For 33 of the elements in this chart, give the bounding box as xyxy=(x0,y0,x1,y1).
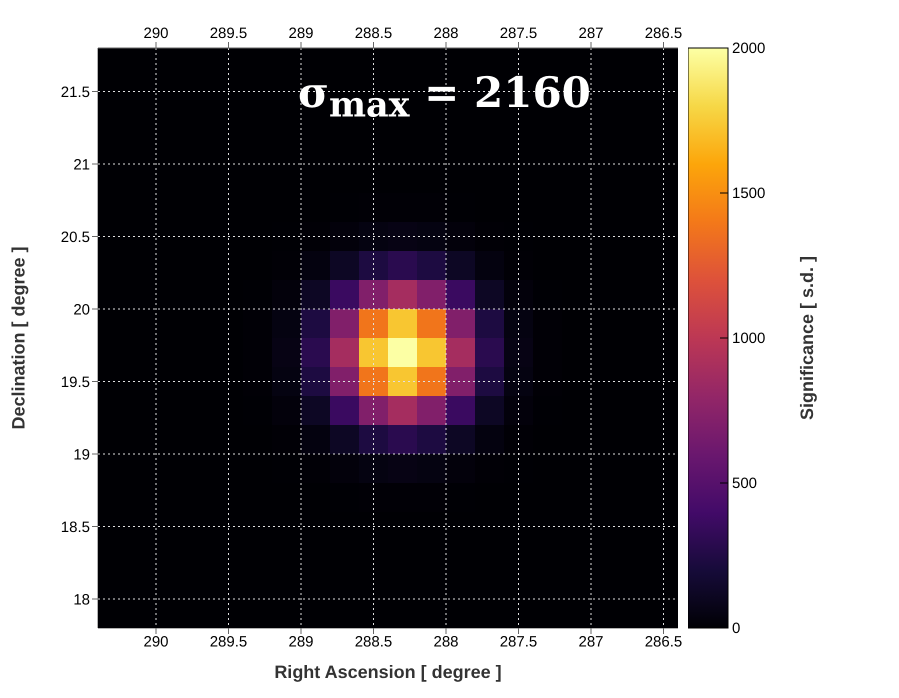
x-tick-label: 287 xyxy=(578,634,604,651)
annotation: σ$_{max}$ = 2160 xyxy=(298,68,591,126)
x2-tick-label: 286.5 xyxy=(644,25,682,42)
y-tick-label: 18.5 xyxy=(60,518,90,536)
x2-tick-label: 287 xyxy=(578,25,604,42)
x2-tick-label: 288 xyxy=(433,25,459,42)
x2-tick-label: 289.5 xyxy=(210,25,248,42)
y-axis-title: Declination [ degree ] xyxy=(8,246,28,430)
x-tick-label: 287.5 xyxy=(500,634,538,651)
x2-tick-label: 289 xyxy=(288,25,314,42)
x2-tick-label: 288.5 xyxy=(354,25,392,42)
x2-tick-label: 290 xyxy=(143,25,169,42)
x-tick-label: 289.5 xyxy=(210,634,248,651)
color-bar-label: 1500 xyxy=(732,185,766,202)
color-bar-label: 2000 xyxy=(732,40,766,57)
x-tick-label: 288 xyxy=(433,634,459,651)
color-bar-label: 500 xyxy=(732,475,758,492)
y-tick-label: 21.5 xyxy=(60,84,90,101)
y-tick-label: 19 xyxy=(73,446,90,464)
color-bar-label: 1000 xyxy=(732,330,766,347)
x-tick-label: 286.5 xyxy=(644,634,682,651)
x-tick-label: 288.5 xyxy=(354,634,392,651)
x2-tick-label: 287.5 xyxy=(500,25,538,42)
y-tick-label: 18 xyxy=(73,591,90,608)
color-bar-title: Significance [ s.d. ] xyxy=(797,256,817,420)
y-tick-label: 20.5 xyxy=(60,228,90,246)
color-bar-label: 0 xyxy=(732,620,740,637)
x-tick-label: 289 xyxy=(288,634,314,651)
x-axis-title: Right Ascension [ degree ] xyxy=(274,662,502,682)
y-tick-label: 19.5 xyxy=(60,374,90,391)
y-tick-label: 21 xyxy=(73,156,90,174)
x-tick-label: 290 xyxy=(143,634,169,651)
y-tick-label: 20 xyxy=(73,301,90,318)
